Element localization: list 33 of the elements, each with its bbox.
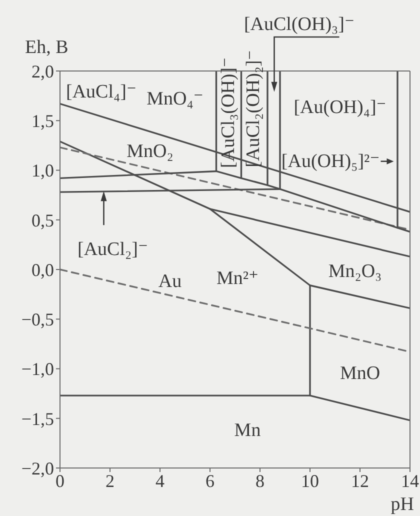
- annotation: Mn₂O₃: [328, 260, 382, 282]
- x-tick-label: 4: [156, 470, 164, 491]
- annotation: Mn²⁺: [216, 268, 259, 289]
- y-tick-label: −2,0: [21, 458, 54, 478]
- y-tick-label: 1,0: [32, 160, 54, 181]
- annotation: Mn: [234, 420, 262, 441]
- text: [AuCl(OH)₃]⁻: [244, 14, 355, 35]
- y-tick-label: −1,5: [21, 408, 54, 429]
- annotation: [AuCl₄]⁻: [66, 81, 136, 102]
- x-tick-label: 10: [301, 470, 319, 491]
- annotation: [AuCl₃(OH)]⁻: [218, 57, 240, 168]
- y-tick-label: −1,0: [21, 359, 54, 380]
- x-tick-label: 6: [206, 470, 214, 491]
- y-tick-label: 1,5: [32, 111, 54, 132]
- annotation: MnO: [340, 363, 380, 384]
- y-tick-label: 0,0: [32, 260, 54, 280]
- x-tick-label: 2: [106, 470, 114, 491]
- annotation: [AuCl₂]⁻: [78, 239, 148, 260]
- x-tick-label: 8: [256, 470, 264, 491]
- y-tick-label: 2,0: [32, 61, 54, 82]
- annotation: MnO₄⁻: [146, 88, 204, 110]
- y-tick-label: −0,5: [21, 310, 54, 330]
- x-axis-title: pH: [390, 494, 414, 515]
- annotation: [Au(OH)₅]²⁻: [281, 150, 380, 172]
- annotation: [AuCl₂(OH)₂]⁻: [243, 50, 264, 168]
- x-tick-label: 14: [401, 470, 419, 491]
- y-axis-title: Eh, B: [25, 37, 68, 58]
- x-tick-label: 12: [351, 470, 369, 491]
- annotation: [Au(OH)₄]⁻: [294, 97, 386, 118]
- x-tick-label: 0: [56, 470, 64, 491]
- annotation: Au: [158, 270, 182, 292]
- y-tick-label: 0,5: [32, 210, 54, 230]
- annotation: MnO₂: [126, 140, 174, 162]
